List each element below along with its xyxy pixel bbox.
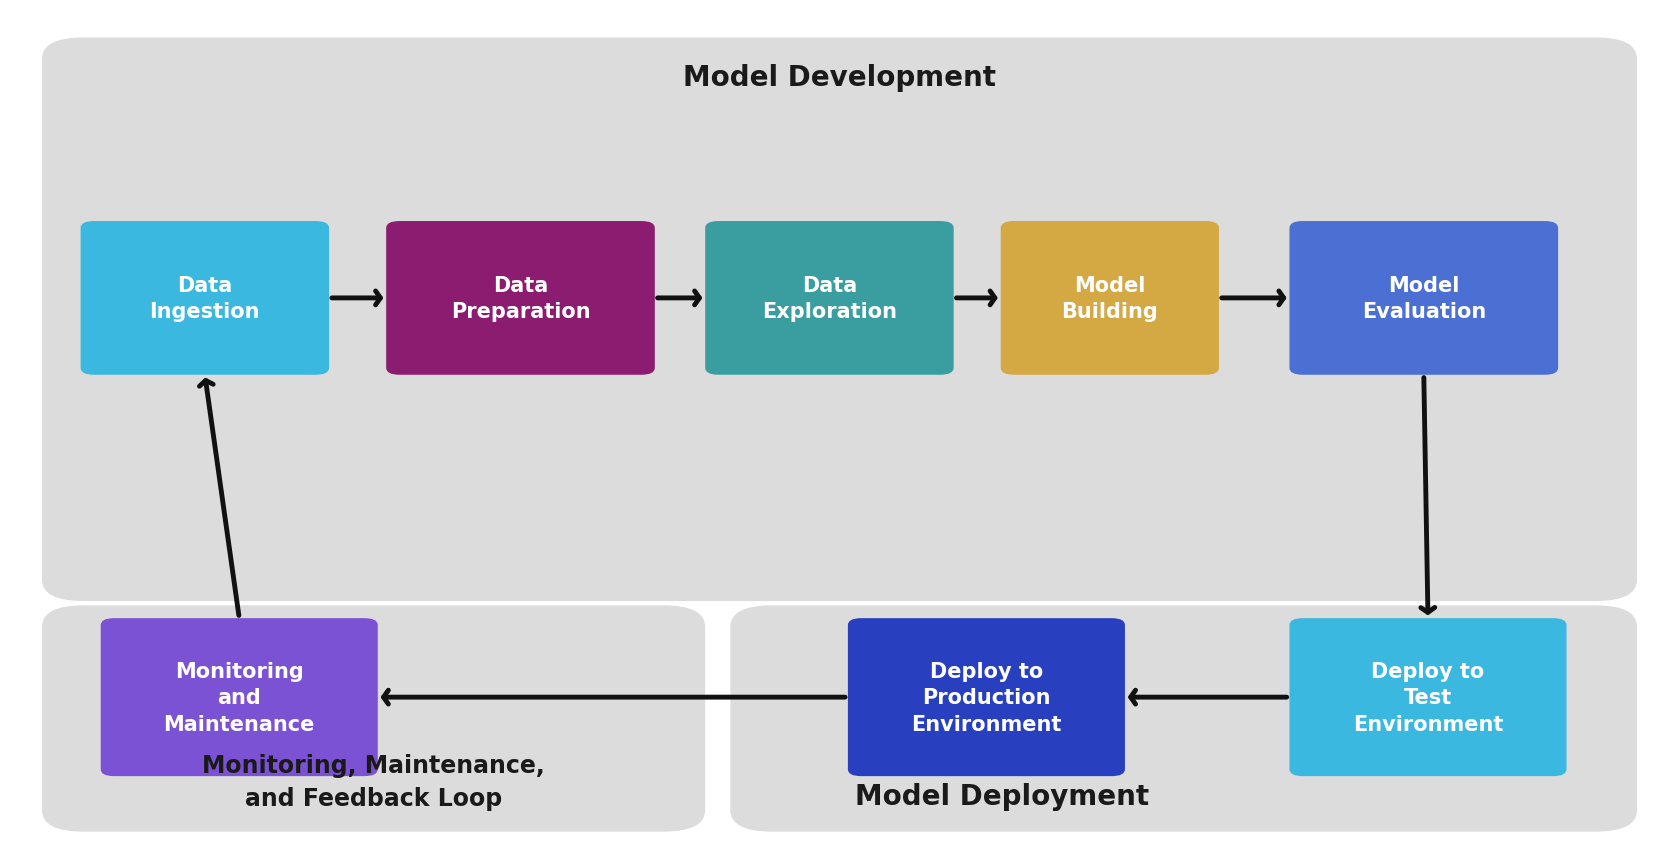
Text: Model
Evaluation: Model Evaluation (1362, 276, 1486, 322)
Text: Deploy to
Production
Environment: Deploy to Production Environment (912, 661, 1061, 734)
Text: Data
Ingestion: Data Ingestion (149, 276, 260, 322)
FancyBboxPatch shape (386, 222, 655, 375)
Text: Data
Preparation: Data Preparation (450, 276, 591, 322)
FancyBboxPatch shape (101, 618, 378, 776)
FancyBboxPatch shape (1289, 618, 1567, 776)
FancyBboxPatch shape (42, 38, 1637, 601)
Text: Model Deployment: Model Deployment (855, 782, 1150, 810)
Text: Monitoring
and
Maintenance: Monitoring and Maintenance (163, 661, 316, 734)
FancyBboxPatch shape (81, 222, 329, 375)
Text: Data
Exploration: Data Exploration (762, 276, 897, 322)
Text: Model Development: Model Development (683, 64, 996, 92)
FancyBboxPatch shape (848, 618, 1125, 776)
FancyBboxPatch shape (730, 606, 1637, 832)
Text: Deploy to
Test
Environment: Deploy to Test Environment (1353, 661, 1503, 734)
Text: Monitoring, Maintenance,
and Feedback Loop: Monitoring, Maintenance, and Feedback Lo… (201, 753, 546, 810)
FancyBboxPatch shape (42, 606, 705, 832)
FancyBboxPatch shape (705, 222, 954, 375)
Text: Model
Building: Model Building (1061, 276, 1159, 322)
FancyBboxPatch shape (1289, 222, 1558, 375)
FancyBboxPatch shape (1001, 222, 1219, 375)
